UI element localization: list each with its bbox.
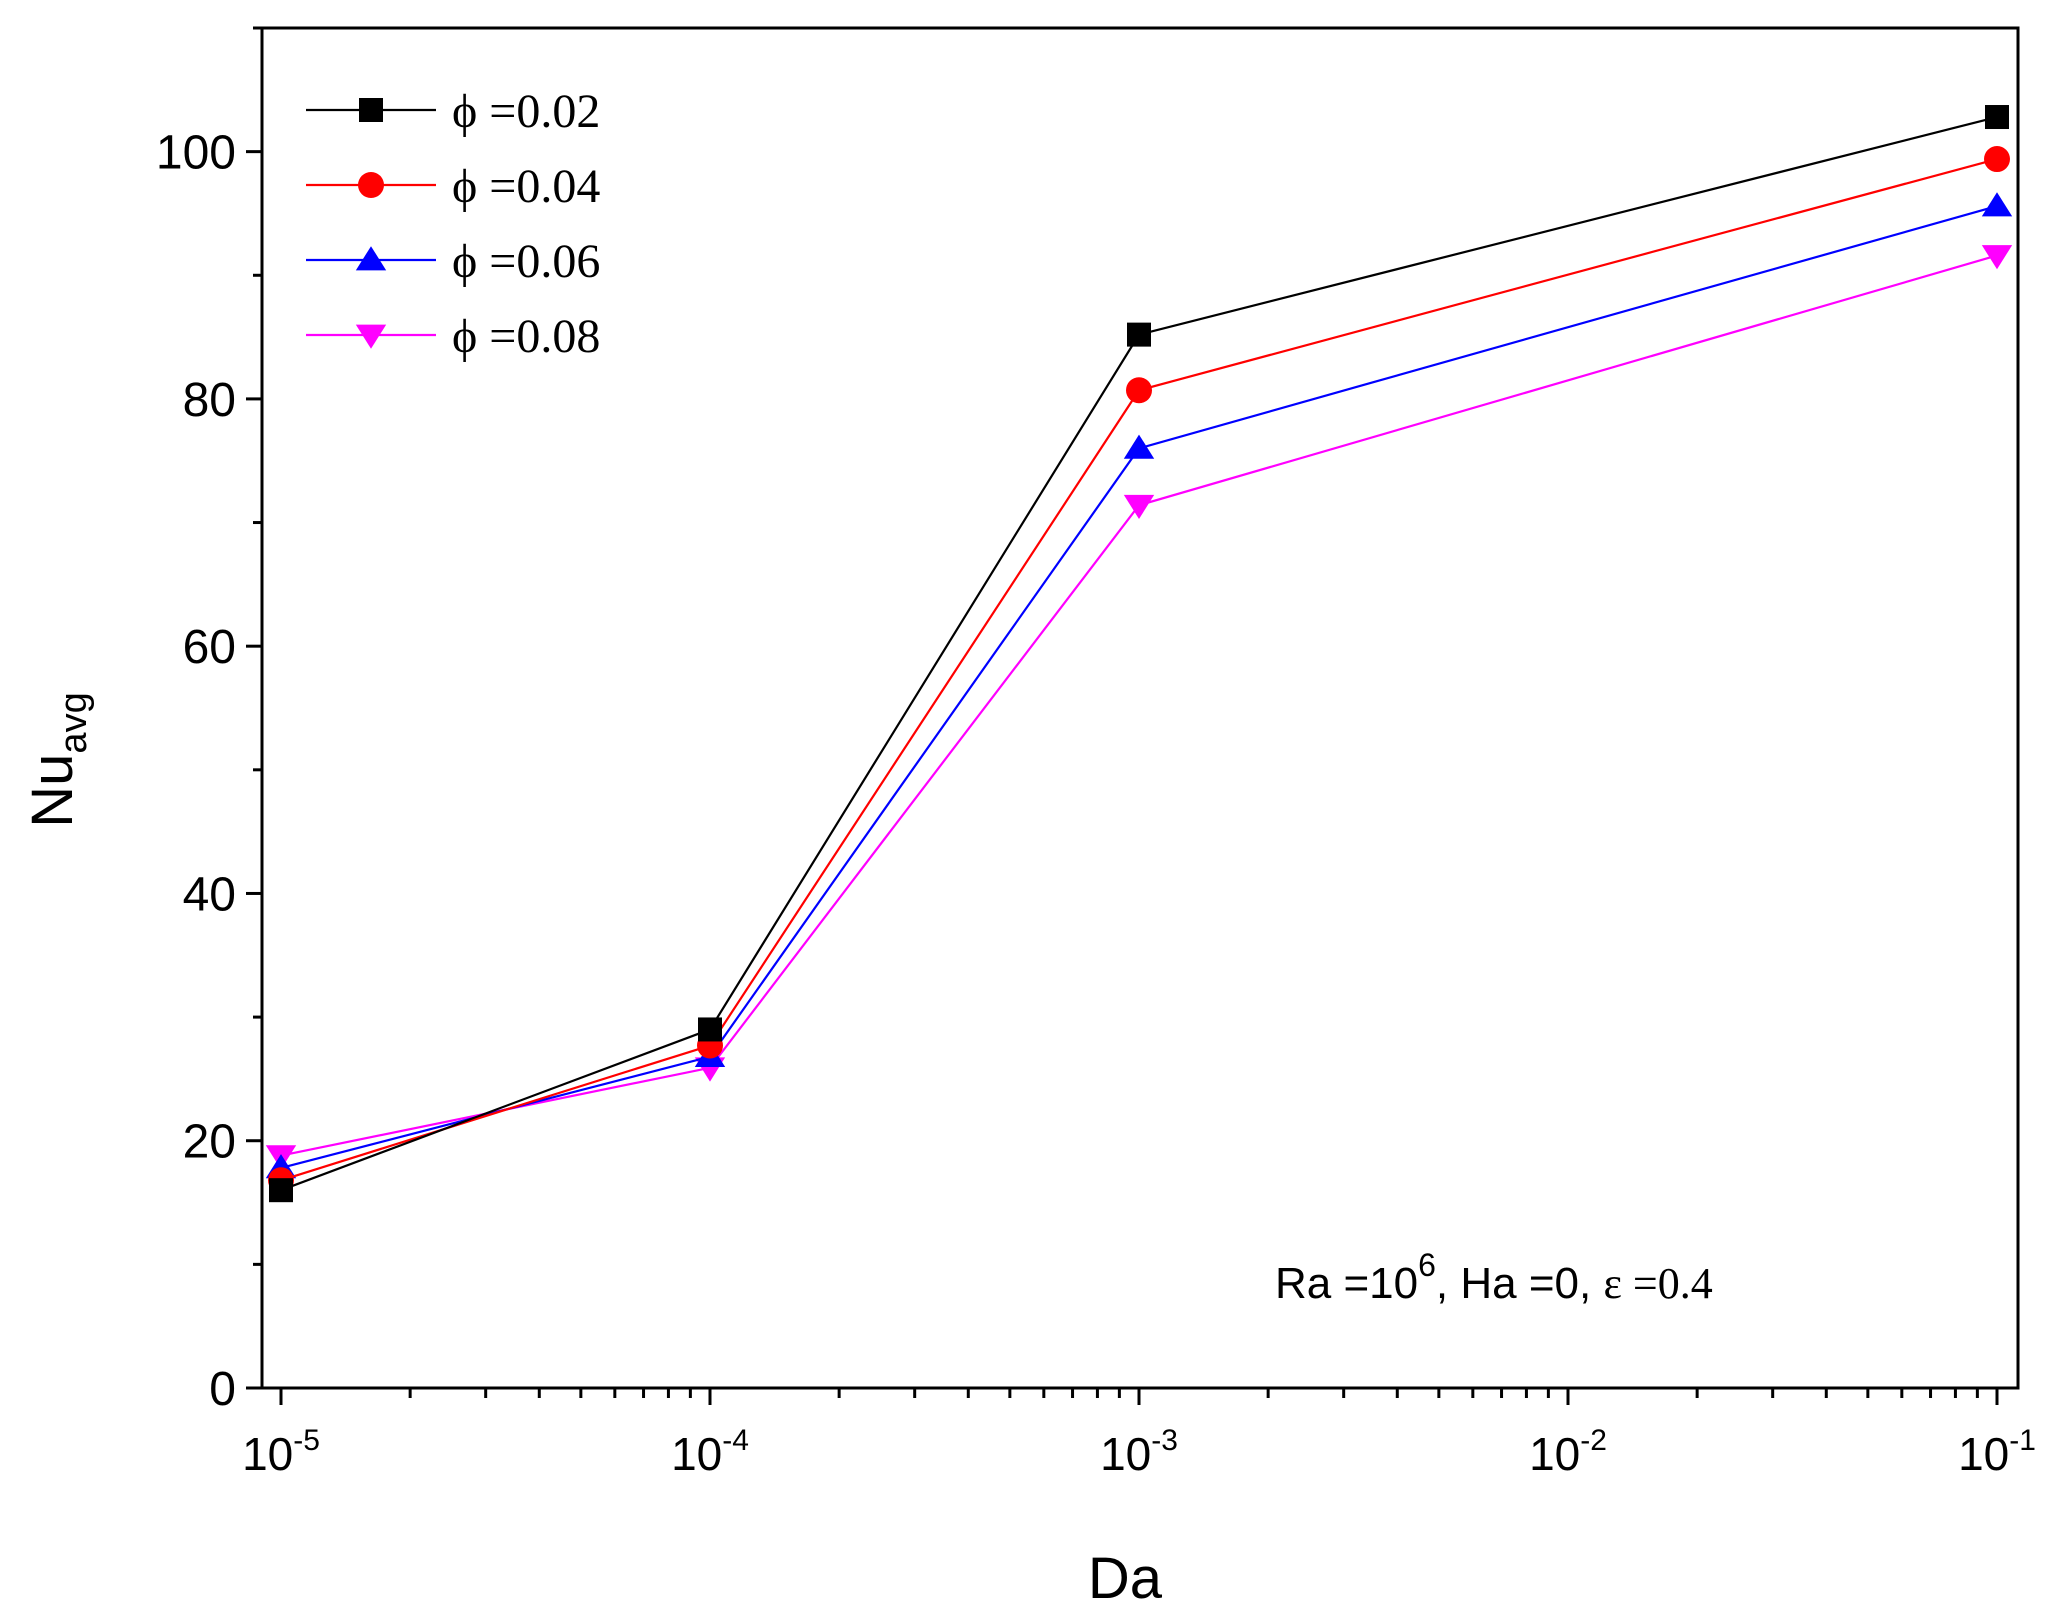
y-tick-label: 100 bbox=[156, 127, 236, 180]
annotation-ra: Ra =10 bbox=[1275, 1259, 1418, 1308]
condition-annotation: Ra =106, Ha =0, ε =0.4 bbox=[1275, 1247, 1713, 1308]
series-line bbox=[280, 157, 1998, 1182]
y-tick-label: 60 bbox=[183, 621, 236, 674]
legend-label: ϕ =0.08 bbox=[452, 310, 600, 363]
legend: ϕ =0.02 ϕ =0.04 ϕ =0.06 ϕ =0.08 bbox=[306, 85, 600, 363]
x-axis-label: Da bbox=[1088, 1546, 1163, 1611]
legend-label: ϕ =0.06 bbox=[452, 235, 600, 288]
x-tick-base: 10 bbox=[1100, 1428, 1151, 1480]
y-axis-label-main: Nu bbox=[20, 754, 85, 828]
legend-label: ϕ =0.02 bbox=[452, 85, 600, 138]
x-tick-label: 10-2 bbox=[1529, 1424, 1607, 1480]
x-tick-base: 10 bbox=[671, 1428, 722, 1480]
x-tick-base: 10 bbox=[242, 1428, 293, 1480]
marker-triangle-up bbox=[1123, 434, 1155, 459]
marker-circle bbox=[1126, 377, 1152, 404]
x-tick-exponent: -3 bbox=[1151, 1424, 1178, 1457]
x-tick-exponent: -2 bbox=[1580, 1424, 1607, 1457]
marker-triangle-down bbox=[1123, 494, 1155, 520]
annotation-epsilon: ε =0.4 bbox=[1603, 1259, 1712, 1308]
marker-triangle-up bbox=[1981, 192, 2013, 217]
x-tick-label: 10-4 bbox=[671, 1424, 749, 1480]
y-tick-label: 20 bbox=[183, 1116, 236, 1169]
x-tick-exponent: -5 bbox=[293, 1424, 320, 1457]
y-tick-label: 40 bbox=[183, 868, 236, 921]
x-tick-base: 10 bbox=[1958, 1428, 2009, 1480]
marker-square bbox=[1127, 322, 1151, 347]
marker-circle bbox=[358, 172, 384, 198]
marker-triangle-down bbox=[1981, 245, 2013, 270]
legend-label: ϕ =0.04 bbox=[452, 160, 600, 213]
x-tick-label: 10-5 bbox=[242, 1424, 320, 1480]
x-tick-exponent: -4 bbox=[722, 1424, 749, 1457]
x-tick-label: 10-1 bbox=[1958, 1424, 2036, 1480]
x-tick-exponent: -1 bbox=[2009, 1424, 2036, 1457]
annotation-ha: , Ha =0, bbox=[1436, 1259, 1604, 1308]
marker-square bbox=[698, 1017, 722, 1042]
y-tick-label: 0 bbox=[209, 1363, 236, 1416]
series-line bbox=[280, 115, 1998, 1192]
marker-circle bbox=[1984, 146, 2010, 173]
annotation-ra-exponent: 6 bbox=[1418, 1247, 1436, 1283]
series-layer bbox=[265, 105, 2013, 1203]
marker-square bbox=[359, 98, 383, 122]
marker-square bbox=[1985, 105, 2009, 130]
marker-square bbox=[269, 1178, 293, 1203]
y-axis-label-sub: avg bbox=[53, 692, 95, 753]
marker-triangle-down bbox=[355, 324, 387, 349]
x-tick-label: 10-3 bbox=[1100, 1424, 1178, 1480]
y-tick-label: 80 bbox=[183, 374, 236, 427]
x-tick-base: 10 bbox=[1529, 1428, 1580, 1480]
y-axis-label: Nuavg bbox=[20, 692, 95, 827]
marker-triangle-up bbox=[355, 246, 387, 271]
